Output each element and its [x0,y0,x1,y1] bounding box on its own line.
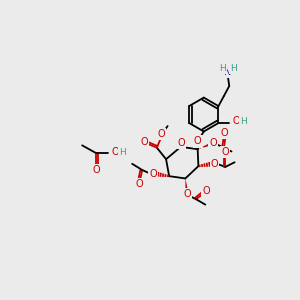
Text: O: O [211,159,218,169]
Text: H: H [219,64,226,73]
Text: O: O [178,138,185,148]
Text: O: O [232,116,240,127]
Text: O: O [158,129,165,139]
Text: O: O [221,147,229,157]
Text: H: H [240,117,247,126]
Text: O: O [135,179,143,189]
Text: O: O [194,136,202,146]
Polygon shape [185,178,188,192]
Text: O: O [183,189,191,199]
Text: O: O [92,165,100,175]
Text: O: O [141,137,148,147]
Text: N: N [224,67,231,77]
Text: O: O [202,186,210,196]
Text: O: O [111,147,119,157]
Text: H: H [119,148,126,157]
Text: O: O [220,128,228,138]
Text: H: H [230,64,236,73]
Polygon shape [198,142,212,149]
Text: O: O [209,138,217,148]
Text: O: O [149,169,157,179]
